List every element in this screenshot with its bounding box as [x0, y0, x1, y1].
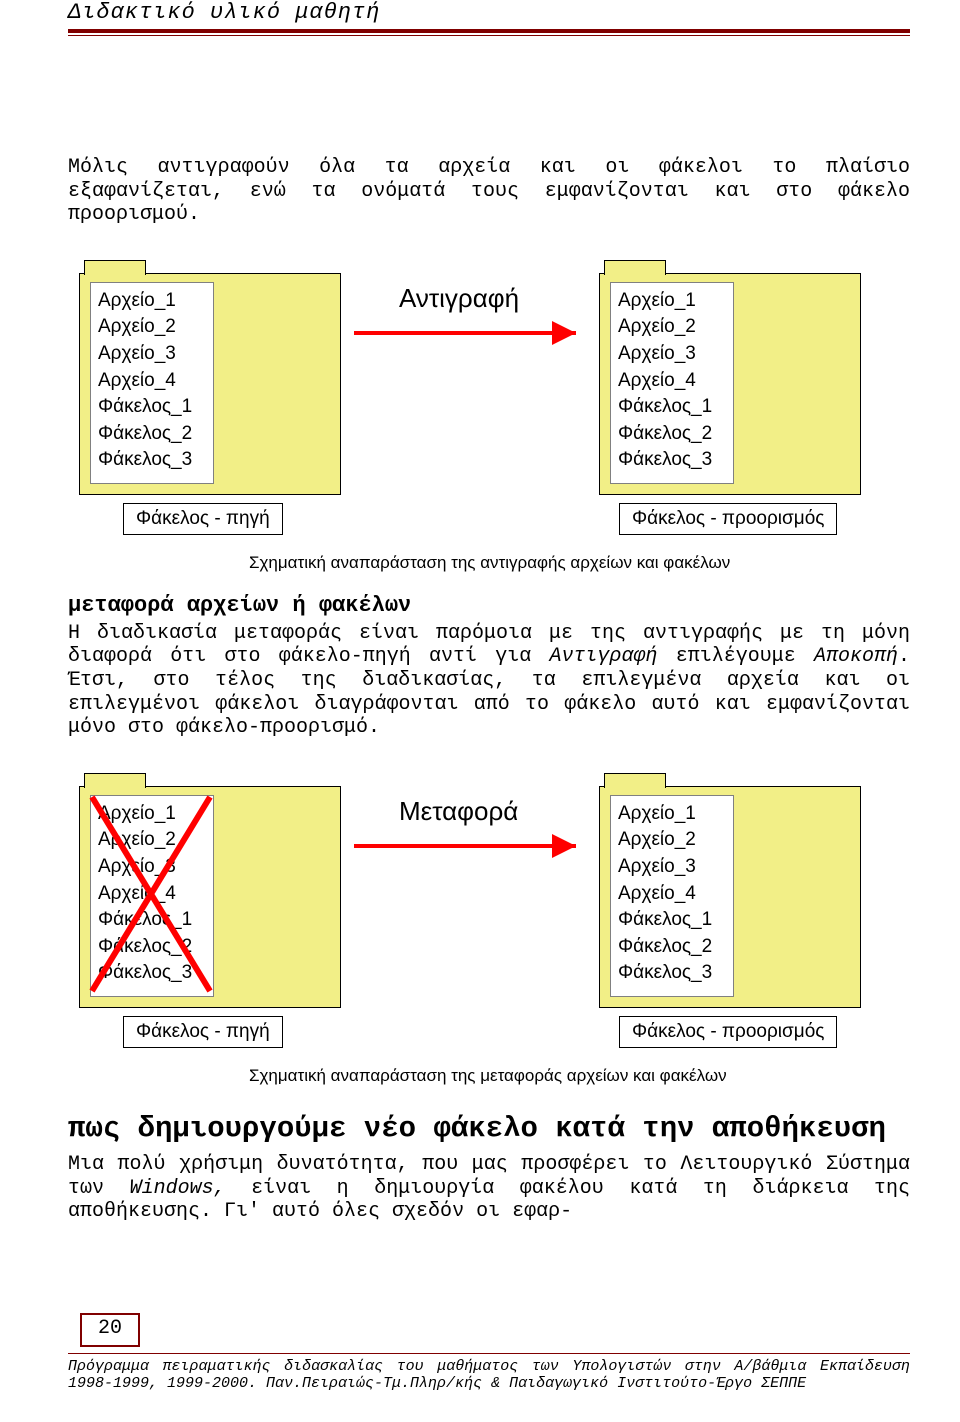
- folder-tab: [604, 260, 666, 275]
- file-item: Αρχείο_4: [98, 881, 192, 908]
- folder-tab: [604, 773, 666, 788]
- dest-label: Φάκελος - προορισμός: [619, 1016, 837, 1048]
- file-item: Φάκελος_3: [618, 960, 712, 987]
- create-folder-paragraph: Μια πολύ χρήσιμη δυνατότητα, που μας προ…: [68, 1153, 910, 1224]
- section-heading-create-folder: πως δημιουργούμε νέο φάκελο κατά την απο…: [68, 1112, 910, 1145]
- header-rule-thin: [68, 35, 910, 36]
- file-item: Αρχείο_1: [618, 288, 712, 315]
- diagram-caption: Σχηματική αναπαράσταση της μεταφοράς αρχ…: [249, 1066, 727, 1086]
- copy-label: Αντιγραφή: [399, 283, 519, 314]
- dest-file-list: Αρχείο_1 Αρχείο_2 Αρχείο_3 Αρχείο_4 Φάκε…: [618, 801, 712, 987]
- file-item: Φάκελος_1: [98, 907, 192, 934]
- file-item: Αρχείο_2: [618, 314, 712, 341]
- file-item: Αρχείο_1: [618, 801, 712, 828]
- file-item: Αρχείο_2: [618, 827, 712, 854]
- diagram-copy: Αρχείο_1 Αρχείο_2 Αρχείο_3 Αρχείο_4 Φάκε…: [79, 253, 899, 583]
- file-item: Αρχείο_4: [98, 368, 192, 395]
- source-folder: Αρχείο_1 Αρχείο_2 Αρχείο_3 Αρχείο_4 Φάκε…: [79, 273, 341, 495]
- file-item: Αρχείο_4: [618, 881, 712, 908]
- file-item: Φάκελος_2: [98, 421, 192, 448]
- transfer-paragraph: Η διαδικασία μεταφοράς είναι παρόμοια με…: [68, 622, 910, 740]
- file-item: Αρχείο_1: [98, 801, 192, 828]
- file-item: Αρχείο_3: [98, 854, 192, 881]
- footer-text: Πρόγραμμα πειραματικής διδασκαλίας του μ…: [68, 1358, 910, 1393]
- file-item: Φάκελος_1: [98, 394, 192, 421]
- file-item: Αρχείο_1: [98, 288, 192, 315]
- folder-tab: [84, 260, 146, 275]
- dest-file-list: Αρχείο_1 Αρχείο_2 Αρχείο_3 Αρχείο_4 Φάκε…: [618, 288, 712, 474]
- source-folder-move: Αρχείο_1 Αρχείο_2 Αρχείο_3 Αρχείο_4 Φάκε…: [79, 786, 341, 1008]
- italic-term-underline: Αποκοπή: [814, 645, 898, 668]
- text: επιλέγουμε: [657, 645, 813, 668]
- file-item: Φάκελος_2: [618, 934, 712, 961]
- file-item: Αρχείο_2: [98, 314, 192, 341]
- source-file-list: Αρχείο_1 Αρχείο_2 Αρχείο_3 Αρχείο_4 Φάκε…: [98, 288, 192, 474]
- file-item: Φάκελος_1: [618, 394, 712, 421]
- file-item: Αρχείο_2: [98, 827, 192, 854]
- section-heading-transfer: μεταφορά αρχείων ή φακέλων: [68, 593, 910, 618]
- arrow-icon: [354, 834, 584, 858]
- intro-paragraph: Μόλις αντιγραφούν όλα τα αρχεία και οι φ…: [68, 156, 910, 227]
- file-item: Αρχείο_3: [98, 341, 192, 368]
- file-item: Αρχείο_3: [618, 341, 712, 368]
- source-label: Φάκελος - πηγή: [123, 503, 283, 535]
- italic-term: Windows,: [130, 1177, 226, 1200]
- footer-rule: [68, 1353, 910, 1354]
- file-item: Φάκελος_2: [618, 421, 712, 448]
- file-item: Αρχείο_4: [618, 368, 712, 395]
- dest-folder: Αρχείο_1 Αρχείο_2 Αρχείο_3 Αρχείο_4 Φάκε…: [599, 273, 861, 495]
- header-rule-thick: [68, 29, 910, 33]
- file-item: Φάκελος_3: [98, 447, 192, 474]
- file-item: Φάκελος_3: [98, 960, 192, 987]
- italic-term: Αντιγραφή: [549, 645, 657, 668]
- source-file-list: Αρχείο_1 Αρχείο_2 Αρχείο_3 Αρχείο_4 Φάκε…: [98, 801, 192, 987]
- header-title: Διδακτικό υλικό μαθητή: [68, 0, 910, 29]
- footer: 20 Πρόγραμμα πειραματικής διδασκαλίας το…: [68, 1313, 910, 1393]
- page-number: 20: [80, 1313, 140, 1347]
- dest-label: Φάκελος - προορισμός: [619, 503, 837, 535]
- file-item: Αρχείο_3: [618, 854, 712, 881]
- diagram-caption: Σχηματική αναπαράσταση της αντιγραφής αρ…: [249, 553, 730, 573]
- folder-tab: [84, 773, 146, 788]
- file-item: Φάκελος_1: [618, 907, 712, 934]
- file-item: Φάκελος_2: [98, 934, 192, 961]
- arrow-icon: [354, 321, 584, 345]
- file-item: Φάκελος_3: [618, 447, 712, 474]
- move-label: Μεταφορά: [399, 796, 518, 827]
- dest-folder-move: Αρχείο_1 Αρχείο_2 Αρχείο_3 Αρχείο_4 Φάκε…: [599, 786, 861, 1008]
- diagram-move: Αρχείο_1 Αρχείο_2 Αρχείο_3 Αρχείο_4 Φάκε…: [79, 766, 899, 1096]
- source-label: Φάκελος - πηγή: [123, 1016, 283, 1048]
